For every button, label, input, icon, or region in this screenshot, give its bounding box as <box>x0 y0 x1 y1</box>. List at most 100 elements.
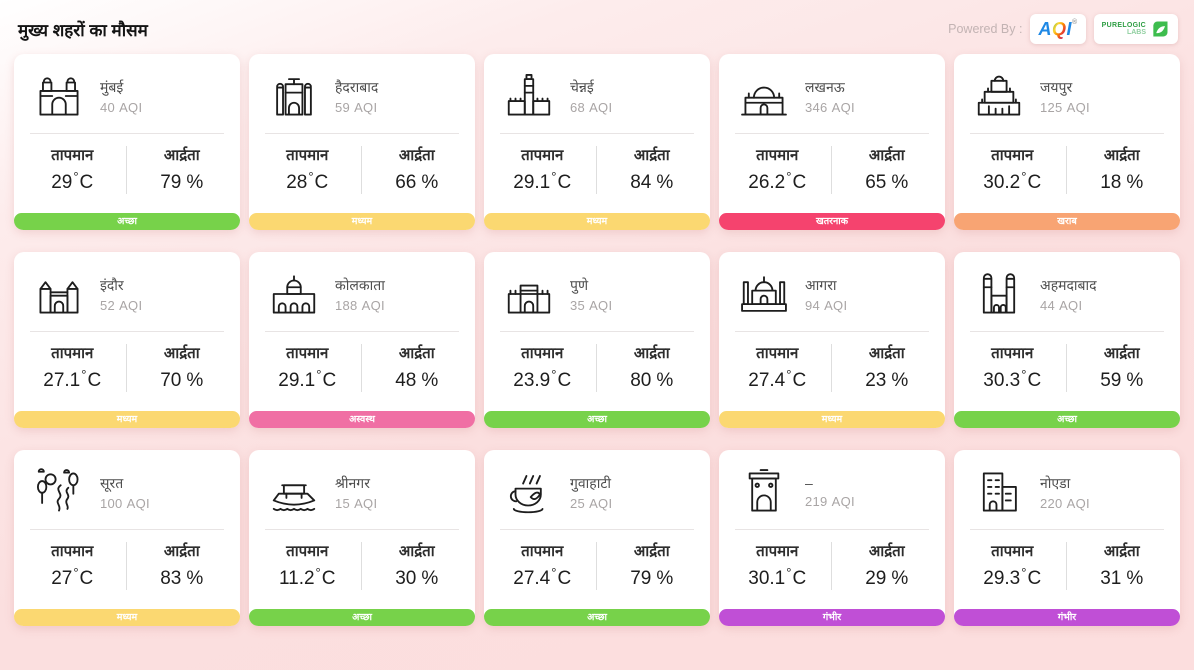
temperature-value: 30.3°C <box>983 366 1042 391</box>
humidity-metric: आर्द्रता 79% <box>136 145 228 194</box>
humidity-label: आर्द्रता <box>163 345 200 362</box>
card-header: गुवाहाटी 25 AQI <box>484 450 710 523</box>
charminar-icon <box>267 69 321 123</box>
divider <box>970 331 1164 332</box>
city-aqi-value: 15 AQI <box>335 495 378 511</box>
aqi-status-bar: अच्छा <box>484 411 710 428</box>
city-weather-card[interactable]: पुणे 35 AQI तापमान 23.9°C आर्द्रता 80% अच… <box>484 252 710 428</box>
metrics-row: तापमान 29.1°C आर्द्रता 84% <box>484 134 710 194</box>
city-weather-card[interactable]: – 219 AQI तापमान 30.1°C आर्द्रता 29% गंभी… <box>719 450 945 626</box>
humidity-metric: आर्द्रता 84% <box>606 145 698 194</box>
city-weather-card[interactable]: लखनऊ 346 AQI तापमान 26.2°C आर्द्रता 65% ख… <box>719 54 945 230</box>
card-header: लखनऊ 346 AQI <box>719 54 945 127</box>
city-name: चेन्नई <box>570 78 594 95</box>
city-meta: – 219 AQI <box>805 475 855 509</box>
aqi-logo-badge[interactable]: AQI® <box>1030 14 1086 44</box>
humidity-value: 29% <box>865 568 909 589</box>
india-gate-icon <box>737 465 791 519</box>
city-weather-card[interactable]: जयपुर 125 AQI तापमान 30.2°C आर्द्रता 18% … <box>954 54 1180 230</box>
divider <box>30 133 224 134</box>
city-aqi-value: 25 AQI <box>570 495 613 511</box>
city-aqi-value: 346 AQI <box>805 99 855 115</box>
city-weather-card[interactable]: चेन्नई 68 AQI तापमान 29.1°C आर्द्रता 84% … <box>484 54 710 230</box>
temperature-value: 27.1°C <box>43 366 102 391</box>
aqi-status-bar: खतरनाक <box>719 213 945 230</box>
card-header: कोलकाता 188 AQI <box>249 252 475 325</box>
humidity-label: आर्द्रता <box>163 543 200 560</box>
humidity-value: 70% <box>160 370 204 391</box>
city-name: नोएडा <box>1040 474 1071 491</box>
city-weather-card[interactable]: गुवाहाटी 25 AQI तापमान 27.4°C आर्द्रता 79… <box>484 450 710 626</box>
temperature-label: तापमान <box>521 543 564 560</box>
temperature-value: 29.1°C <box>513 168 572 193</box>
aqi-status-bar: अच्छा <box>954 411 1180 428</box>
vertical-divider <box>361 541 363 590</box>
vertical-divider <box>126 541 128 590</box>
humidity-metric: आर्द्रता 30% <box>371 541 463 590</box>
temperature-label: तापमान <box>756 147 799 164</box>
temperature-label: तापमान <box>756 543 799 560</box>
victoria-memorial-icon <box>267 267 321 321</box>
city-weather-card[interactable]: इंदौर 52 AQI तापमान 27.1°C आर्द्रता 70% म… <box>14 252 240 428</box>
city-aqi-value: 220 AQI <box>1040 495 1090 511</box>
city-weather-card[interactable]: नोएडा 220 AQI तापमान 29.3°C आर्द्रता 31% … <box>954 450 1180 626</box>
temperature-metric: तापमान 27.4°C <box>496 541 588 590</box>
city-meta: हैदराबाद 59 AQI <box>335 78 378 115</box>
temperature-metric: तापमान 26.2°C <box>731 145 823 194</box>
temperature-value: 29.1°C <box>278 366 337 391</box>
temperature-value: 27°C <box>51 564 94 589</box>
city-aqi-value: 35 AQI <box>570 297 613 313</box>
city-name: आगरा <box>805 276 837 293</box>
city-name: अहमदाबाद <box>1040 276 1097 293</box>
temperature-value: 30.1°C <box>748 564 807 589</box>
aqi-status-bar: अस्वस्थ <box>249 411 475 428</box>
rajwada-palace-icon <box>32 267 86 321</box>
city-aqi-value: 125 AQI <box>1040 99 1090 115</box>
city-weather-card[interactable]: मुंबई 40 AQI तापमान 29°C आर्द्रता 79% अच्… <box>14 54 240 230</box>
city-weather-card[interactable]: अहमदाबाद 44 AQI तापमान 30.3°C आर्द्रता 59… <box>954 252 1180 428</box>
city-aqi-value: 52 AQI <box>100 297 143 313</box>
vertical-divider <box>1066 541 1068 590</box>
metrics-row: तापमान 30.2°C आर्द्रता 18% <box>954 134 1180 194</box>
city-weather-card[interactable]: हैदराबाद 59 AQI तापमान 28°C आर्द्रता 66% … <box>249 54 475 230</box>
humidity-label: आर्द्रता <box>1103 147 1140 164</box>
humidity-label: आर्द्रता <box>868 147 905 164</box>
tea-cup-icon <box>502 465 556 519</box>
humidity-metric: आर्द्रता 66% <box>371 145 463 194</box>
city-weather-card[interactable]: श्रीनगर 15 AQI तापमान 11.2°C आर्द्रता 30%… <box>249 450 475 626</box>
aqi-status-bar: मध्यम <box>14 411 240 428</box>
metrics-row: तापमान 26.2°C आर्द्रता 65% <box>719 134 945 194</box>
temperature-label: तापमान <box>521 147 564 164</box>
vertical-divider <box>831 145 833 194</box>
humidity-value: 31% <box>1100 568 1144 589</box>
temperature-label: तापमान <box>991 345 1034 362</box>
humidity-metric: आर्द्रता 23% <box>841 343 933 392</box>
temperature-metric: तापमान 28°C <box>261 145 353 194</box>
divider <box>735 529 929 530</box>
city-name: कोलकाता <box>335 276 385 293</box>
vertical-divider <box>361 343 363 392</box>
city-name: जयपुर <box>1040 78 1073 95</box>
city-meta: पुणे 35 AQI <box>570 276 612 313</box>
city-weather-card[interactable]: सूरत 100 AQI तापमान 27°C आर्द्रता 83% मध्… <box>14 450 240 626</box>
temperature-value: 26.2°C <box>748 168 807 193</box>
humidity-label: आर्द्रता <box>163 147 200 164</box>
page-header: मुख्य शहरों का मौसम Powered By : AQI® PU… <box>0 0 1194 52</box>
purelogic-labs-badge[interactable]: PURELOGIC LABS <box>1093 14 1178 44</box>
temperature-value: 27.4°C <box>748 366 807 391</box>
temperature-label: तापमान <box>991 543 1034 560</box>
temperature-value: 23.9°C <box>513 366 572 391</box>
houseboat-icon <box>267 465 321 519</box>
city-weather-card[interactable]: आगरा 94 AQI तापमान 27.4°C आर्द्रता 23% मध… <box>719 252 945 428</box>
humidity-label: आर्द्रता <box>868 543 905 560</box>
vertical-divider <box>1066 145 1068 194</box>
gateway-of-india-icon <box>32 69 86 123</box>
city-weather-card[interactable]: कोलकाता 188 AQI तापमान 29.1°C आर्द्रता 48… <box>249 252 475 428</box>
card-header: पुणे 35 AQI <box>484 252 710 325</box>
hawa-mahal-icon <box>972 69 1026 123</box>
divider <box>735 331 929 332</box>
card-header: जयपुर 125 AQI <box>954 54 1180 127</box>
humidity-label: आर्द्रता <box>633 543 670 560</box>
humidity-metric: आर्द्रता 70% <box>136 343 228 392</box>
humidity-label: आर्द्रता <box>1103 345 1140 362</box>
